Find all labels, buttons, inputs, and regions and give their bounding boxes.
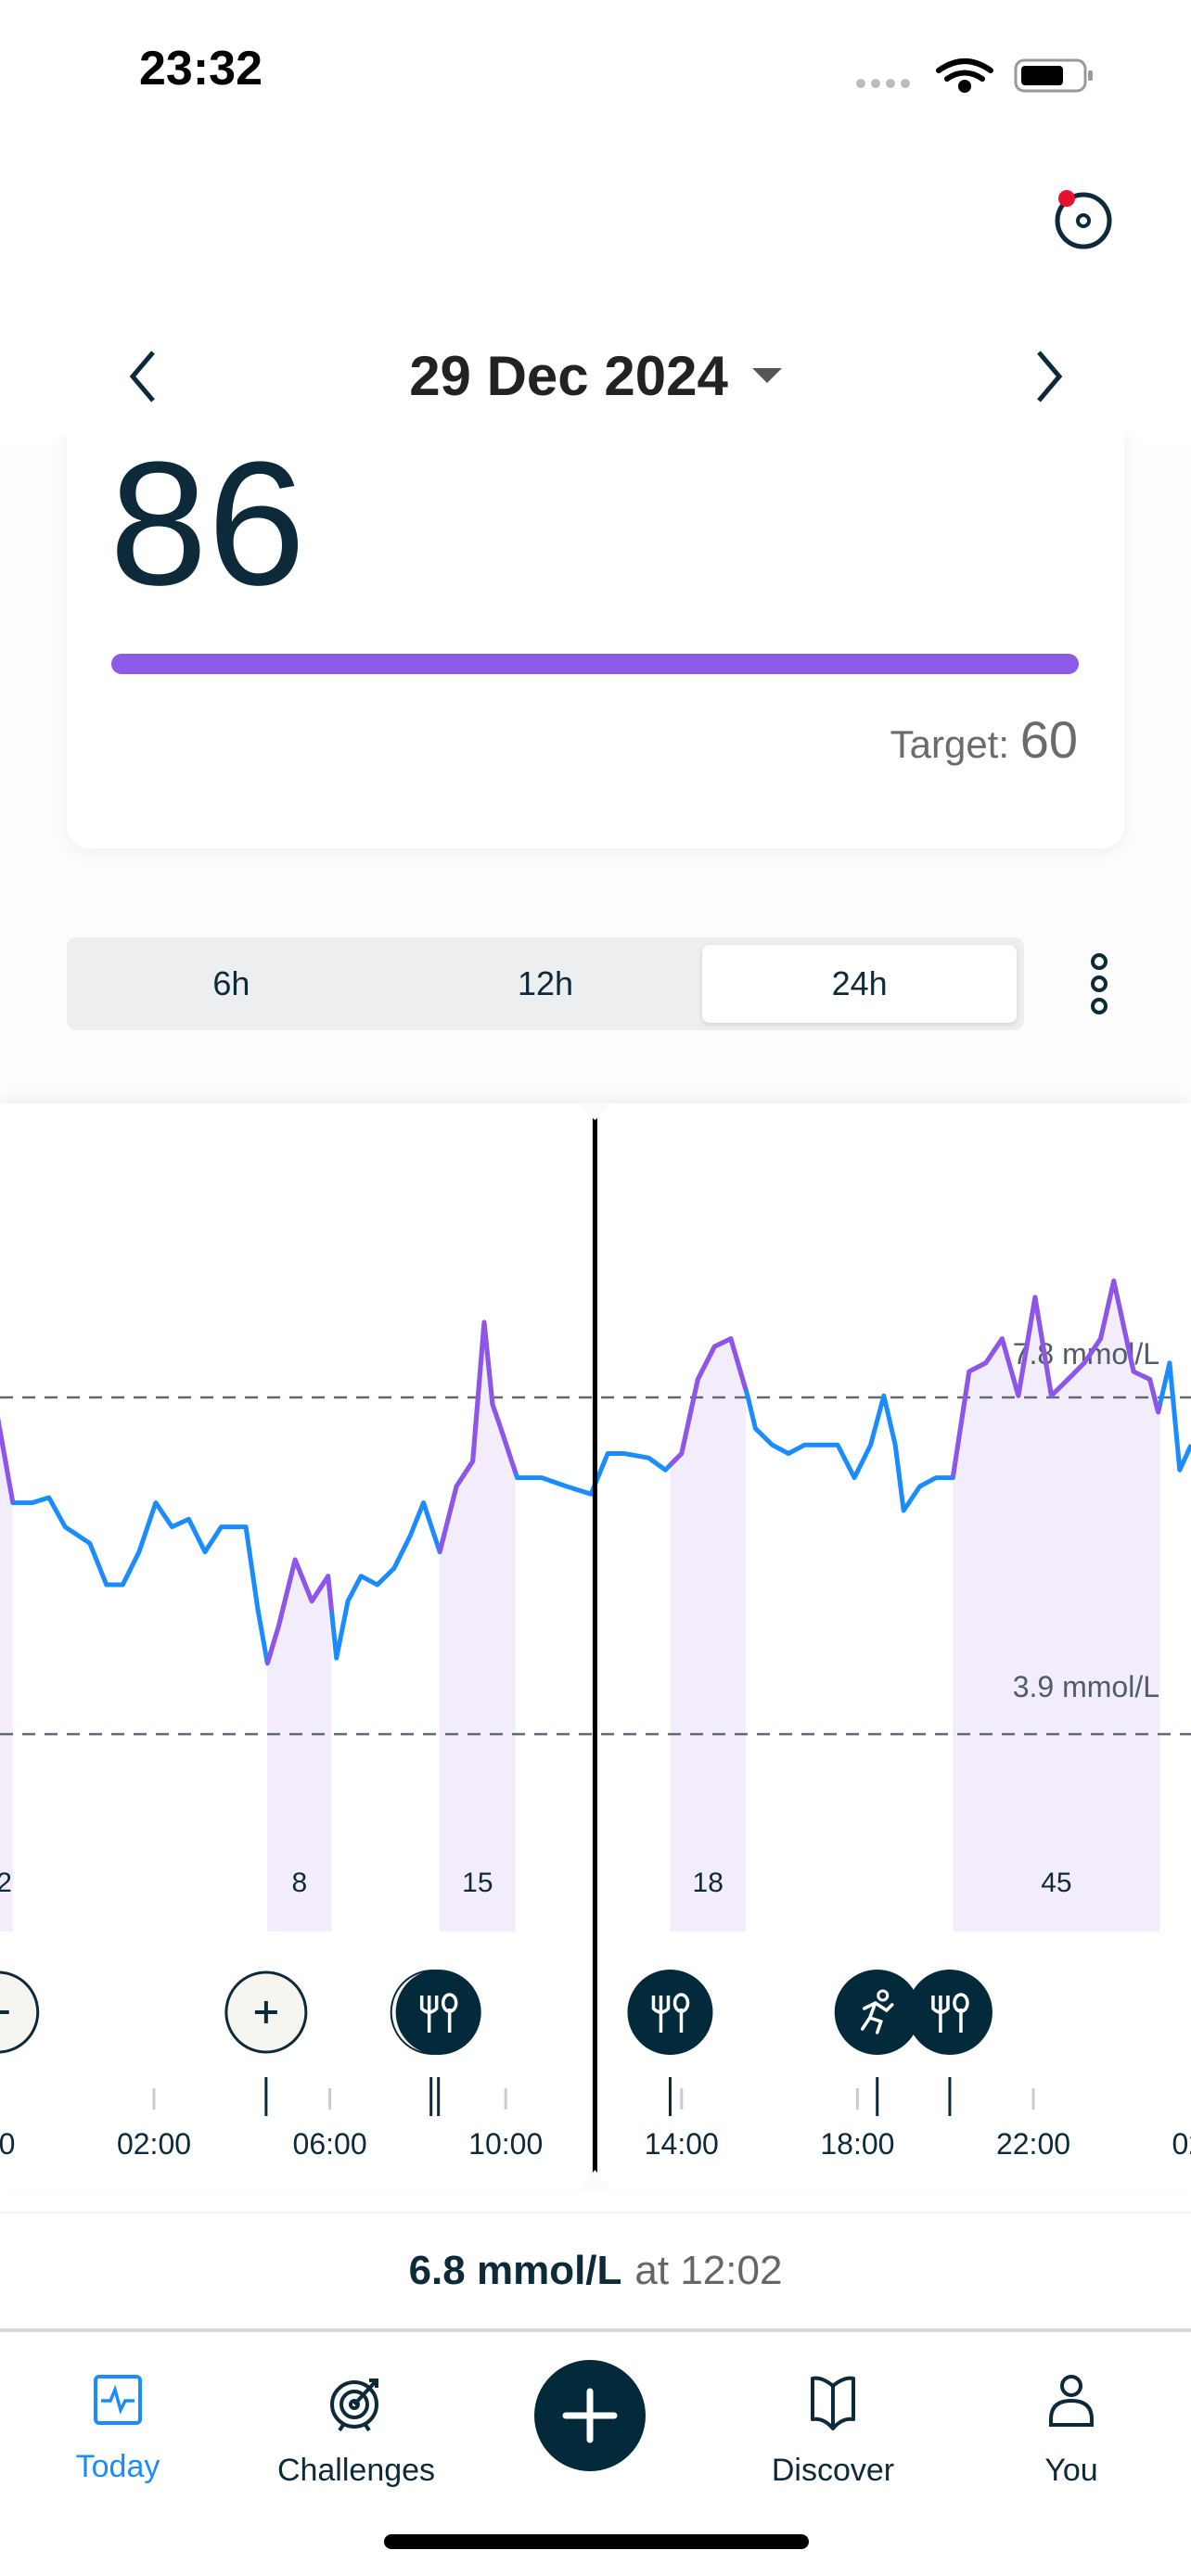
- meal-event-marker[interactable]: [395, 1970, 481, 2055]
- status-icons: [856, 58, 1093, 93]
- range-selector: 6h 12h 24h: [67, 937, 1024, 1030]
- score-card: [67, 389, 1124, 848]
- spike-score-label: 8: [292, 1868, 308, 1898]
- chevron-right-icon[interactable]: [1030, 349, 1067, 404]
- reference-label: 3.9 mmol/L: [1013, 1670, 1159, 1703]
- glucose-spike-line: [264, 1557, 334, 1664]
- exercise-event-marker[interactable]: [834, 1970, 920, 2055]
- book-open-icon: [811, 2376, 855, 2430]
- time-axis-label: 02:00: [117, 2127, 191, 2161]
- cellular-signal-icon: [856, 79, 910, 88]
- spike-area: [670, 1338, 747, 1932]
- spoon-head: [441, 1993, 458, 2013]
- reading-time: at 12:02: [634, 2248, 783, 2293]
- status-time: 23:32: [139, 42, 263, 96]
- time-axis-label: 10:00: [468, 2127, 543, 2161]
- running-head: [877, 1989, 890, 2002]
- wifi-icon: [936, 58, 993, 93]
- glucose-spike-line: [437, 1320, 519, 1553]
- tab-12h[interactable]: 12h: [517, 964, 574, 1002]
- spike-area: [953, 1281, 1160, 1932]
- tab-label: Today: [75, 2449, 160, 2484]
- tab-discover[interactable]: Discover: [722, 2373, 944, 2489]
- meal-event-marker[interactable]: [627, 1970, 713, 2055]
- target-label: Target:: [890, 722, 1010, 766]
- reading-value: 6.8 mmol/L: [408, 2248, 622, 2293]
- battery-icon: [1014, 58, 1093, 93]
- spoon-head: [672, 1993, 690, 2013]
- time-axis-label: 02:00: [1172, 2127, 1191, 2161]
- tab-bar: Today Challenges Discover You: [0, 2336, 1191, 2521]
- spike-area: [0, 1430, 13, 1932]
- tab-label: Discover: [771, 2453, 895, 2488]
- score-value: 86: [109, 426, 306, 622]
- date-navigator: 29 Dec 2024: [0, 315, 1191, 436]
- spike-score-label: 45: [1041, 1868, 1071, 1898]
- spoon-head: [953, 1993, 969, 2013]
- time-axis-label: 22:00: [0, 2127, 15, 2161]
- tab-6h[interactable]: 6h: [212, 964, 250, 1002]
- cursor-notch-top: [578, 1103, 612, 1120]
- cursor-notch-bottom: [578, 2170, 612, 2190]
- spike-area: [440, 1322, 516, 1932]
- score-progress-bar: [111, 654, 1079, 674]
- cursor-reading: 6.8 mmol/L at 12:02: [0, 2212, 1191, 2332]
- spike-area: [267, 1560, 332, 1932]
- glucose-spike-line: [0, 1417, 16, 1504]
- tab-today[interactable]: Today: [6, 2373, 229, 2485]
- sensor-icon[interactable]: [1048, 185, 1122, 255]
- plus-icon: [254, 2001, 277, 2023]
- time-axis-label: 22:00: [996, 2127, 1070, 2161]
- spike-score-label: 15: [462, 1868, 493, 1898]
- tab-challenges[interactable]: Challenges: [245, 2373, 467, 2489]
- tab-label: Challenges: [276, 2453, 436, 2488]
- target-value: 60: [1019, 710, 1078, 769]
- glucose-spike-line: [668, 1336, 749, 1467]
- tab-label: You: [1044, 2453, 1098, 2488]
- time-axis-label: 18:00: [820, 2127, 894, 2161]
- more-options-icon[interactable]: [1081, 950, 1118, 1019]
- activity-icon: [94, 2375, 142, 2425]
- spike-score-label: 2: [0, 1868, 12, 1898]
- tab-you[interactable]: You: [960, 2373, 1183, 2489]
- time-axis-label: 14:00: [645, 2127, 719, 2161]
- caret-down-icon[interactable]: [751, 366, 782, 385]
- target-icon: [330, 2378, 378, 2432]
- plus-icon: [0, 2010, 9, 2014]
- meal-event-marker[interactable]: [906, 1970, 992, 2055]
- tab-24h[interactable]: 24h: [702, 945, 1018, 1023]
- glucose-chart[interactable]: 7.8 mmol/L 3.9 mmol/L 2 8 15 18 45 22:00 02:00 06…: [0, 1103, 1191, 2216]
- home-indicator: [384, 2534, 809, 2549]
- target-text: Target: 60: [890, 709, 1078, 770]
- note-event-marker[interactable]: [0, 1970, 40, 2054]
- add-entry-button[interactable]: [534, 2360, 646, 2471]
- spike-score-label: 18: [693, 1868, 724, 1898]
- glucose-spike-line: [950, 1278, 1162, 1478]
- reference-label: 7.8 mmol/L: [1013, 1337, 1159, 1371]
- date-label[interactable]: 29 Dec 2024: [409, 344, 728, 407]
- person-icon: [1049, 2375, 1094, 2427]
- running-icon: [860, 2001, 894, 2034]
- time-axis-label: 06:00: [293, 2127, 367, 2161]
- chevron-left-icon[interactable]: [125, 349, 162, 404]
